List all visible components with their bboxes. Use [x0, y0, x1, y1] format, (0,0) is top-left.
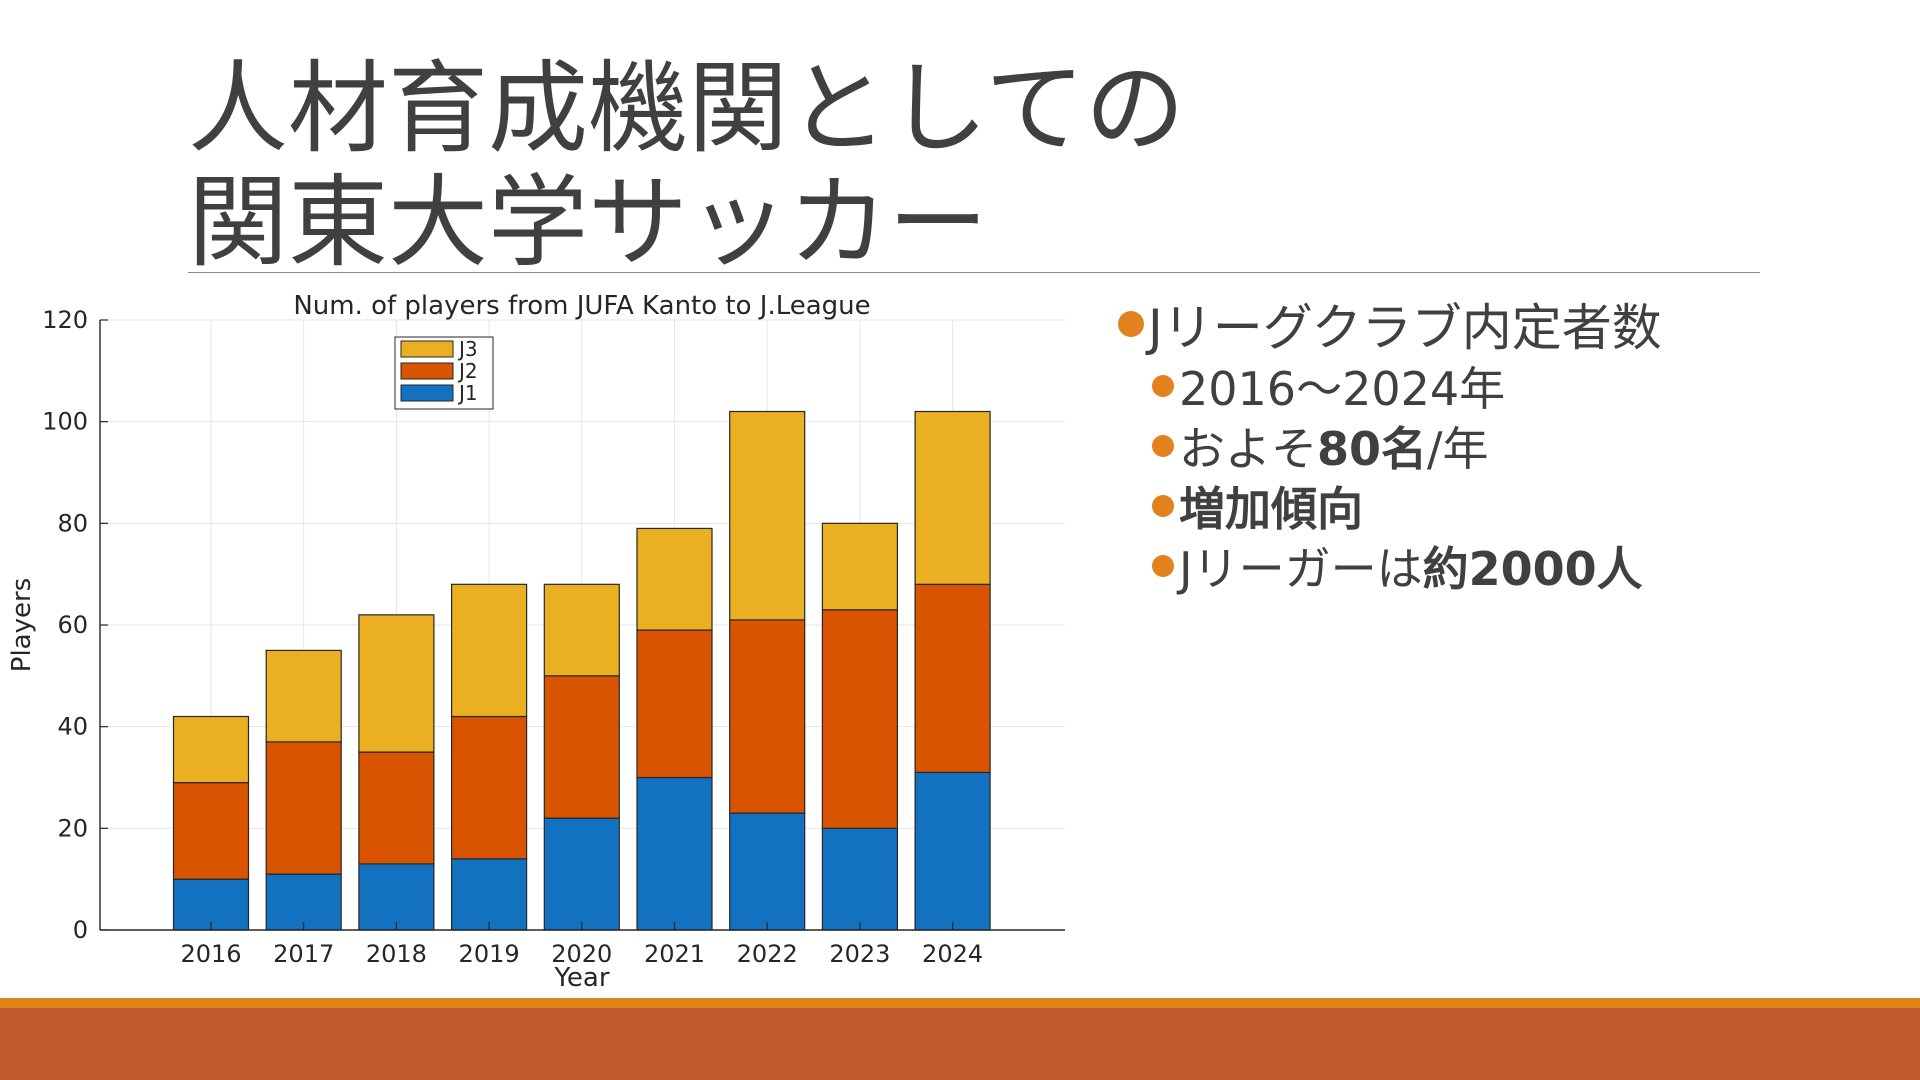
bar-j1-2024: [914, 771, 991, 931]
bar-j2-2024: [914, 583, 991, 774]
x-tick-label: 2016: [180, 940, 241, 968]
bullet-sub-trend-text: 増加傾向: [1179, 482, 1363, 536]
bar-j2-2019: [451, 715, 528, 860]
y-tick-label: 80: [57, 509, 88, 537]
x-tick-label: 2018: [366, 940, 427, 968]
bar-j1-2017: [265, 873, 342, 931]
bar-j3-2017: [265, 649, 342, 743]
legend-label-j1: J1: [457, 381, 478, 405]
y-axis-label: Players: [7, 578, 37, 672]
bullet-sub-years-text: 2016～2024年: [1179, 362, 1506, 416]
bullet-sub-total-prefix: Jリーガーは: [1179, 542, 1423, 596]
bars: [172, 410, 991, 931]
bar-j3-2021: [636, 527, 713, 631]
bar-j2-2020: [543, 675, 620, 819]
legend-label-j3: J3: [457, 337, 478, 361]
axes: 0 20 40 60 80 100 120 2016 2017 2018 2019 2020 2021 2…: [42, 306, 1065, 968]
slide-title-line2: 関東大学サッカー: [188, 164, 988, 281]
bar-j2-2018: [358, 751, 435, 865]
legend-label-j2: J2: [457, 359, 478, 383]
bullet-dot-icon: [1152, 495, 1174, 517]
x-tick-label: 2022: [737, 940, 798, 968]
title-divider: [188, 272, 1760, 273]
bar-j3-2022: [729, 410, 806, 621]
bullet-sub-per-year-prefix: およそ: [1179, 422, 1317, 476]
x-tick-label: 2017: [273, 940, 334, 968]
x-tick-label: 2020: [551, 940, 612, 968]
y-tick-label: 0: [73, 916, 88, 944]
bullet-sub-per-year-suffix: /年: [1427, 422, 1489, 476]
bar-j3-2024: [914, 410, 991, 585]
legend-swatch-j3: [400, 340, 454, 358]
bar-j2-2022: [729, 619, 806, 814]
bullet-dot-icon: [1152, 555, 1174, 577]
bar-j2-2023: [821, 609, 899, 829]
x-tick-label: 2019: [459, 940, 520, 968]
bullet-main: Jリーグクラブ内定者数: [1118, 292, 1898, 357]
slide-title: 人材育成機関としての 関東大学サッカー: [188, 52, 1688, 280]
footer-accent-stripe: [0, 998, 1920, 1008]
bullet-sub-total-bold: 約2000人: [1422, 542, 1643, 596]
chart-title: Num. of players from JUFA Kanto to J.Lea…: [293, 291, 870, 321]
stacked-bar-chart: 0 20 40 60 80 100 120 2016 2017 2018 2019 2020 2021 2…: [7, 291, 1065, 993]
y-tick-label: 60: [57, 611, 88, 639]
bar-j3-2023: [821, 522, 899, 611]
bar-j3-2018: [358, 614, 435, 753]
bullet-main-text: Jリーグクラブ内定者数: [1148, 299, 1662, 357]
bullet-sub-trend: 増加傾向: [1152, 476, 1898, 536]
bar-j3-2016: [172, 715, 250, 784]
bullet-sub-years: 2016～2024年: [1152, 356, 1898, 416]
y-tick-label: 100: [42, 408, 88, 436]
x-tick-label: 2023: [829, 940, 890, 968]
bullet-sub-per-year: およそ 80名/年: [1152, 416, 1898, 476]
bar-j1-2020: [543, 817, 620, 931]
bar-j3-2019: [451, 583, 528, 718]
bar-j3-2020: [543, 583, 620, 677]
bar-j1-2022: [729, 812, 806, 931]
bar-j2-2016: [172, 781, 250, 880]
bullet-dot-icon: [1118, 311, 1144, 337]
x-axis-label: Year: [553, 963, 609, 993]
x-tick-label: 2021: [644, 940, 705, 968]
legend-swatch-j1: [400, 384, 454, 402]
y-tick-label: 120: [42, 306, 88, 334]
footer-bar: [0, 1008, 1920, 1080]
bullet-dot-icon: [1152, 435, 1174, 457]
bullet-sub-total: Jリーガーは 約2000人: [1152, 536, 1898, 596]
bar-j1-2019: [451, 858, 528, 931]
bar-j2-2017: [265, 741, 342, 875]
bullet-sub-per-year-bold: 80名: [1317, 422, 1428, 476]
bar-j2-2021: [636, 629, 713, 779]
y-tick-label: 20: [57, 814, 88, 842]
bullet-list: Jリーグクラブ内定者数 2016～2024年 およそ 80名/年 増加傾向 Jリー…: [1118, 292, 1898, 596]
bar-j1-2023: [821, 827, 899, 931]
bullet-dot-icon: [1152, 375, 1174, 397]
slide-title-line1: 人材育成機関としての: [188, 50, 1185, 167]
y-tick-label: 40: [57, 713, 88, 741]
bar-j1-2021: [636, 776, 713, 931]
legend-swatch-j2: [400, 362, 454, 380]
x-tick-label: 2024: [922, 940, 983, 968]
bar-j1-2018: [358, 863, 435, 931]
